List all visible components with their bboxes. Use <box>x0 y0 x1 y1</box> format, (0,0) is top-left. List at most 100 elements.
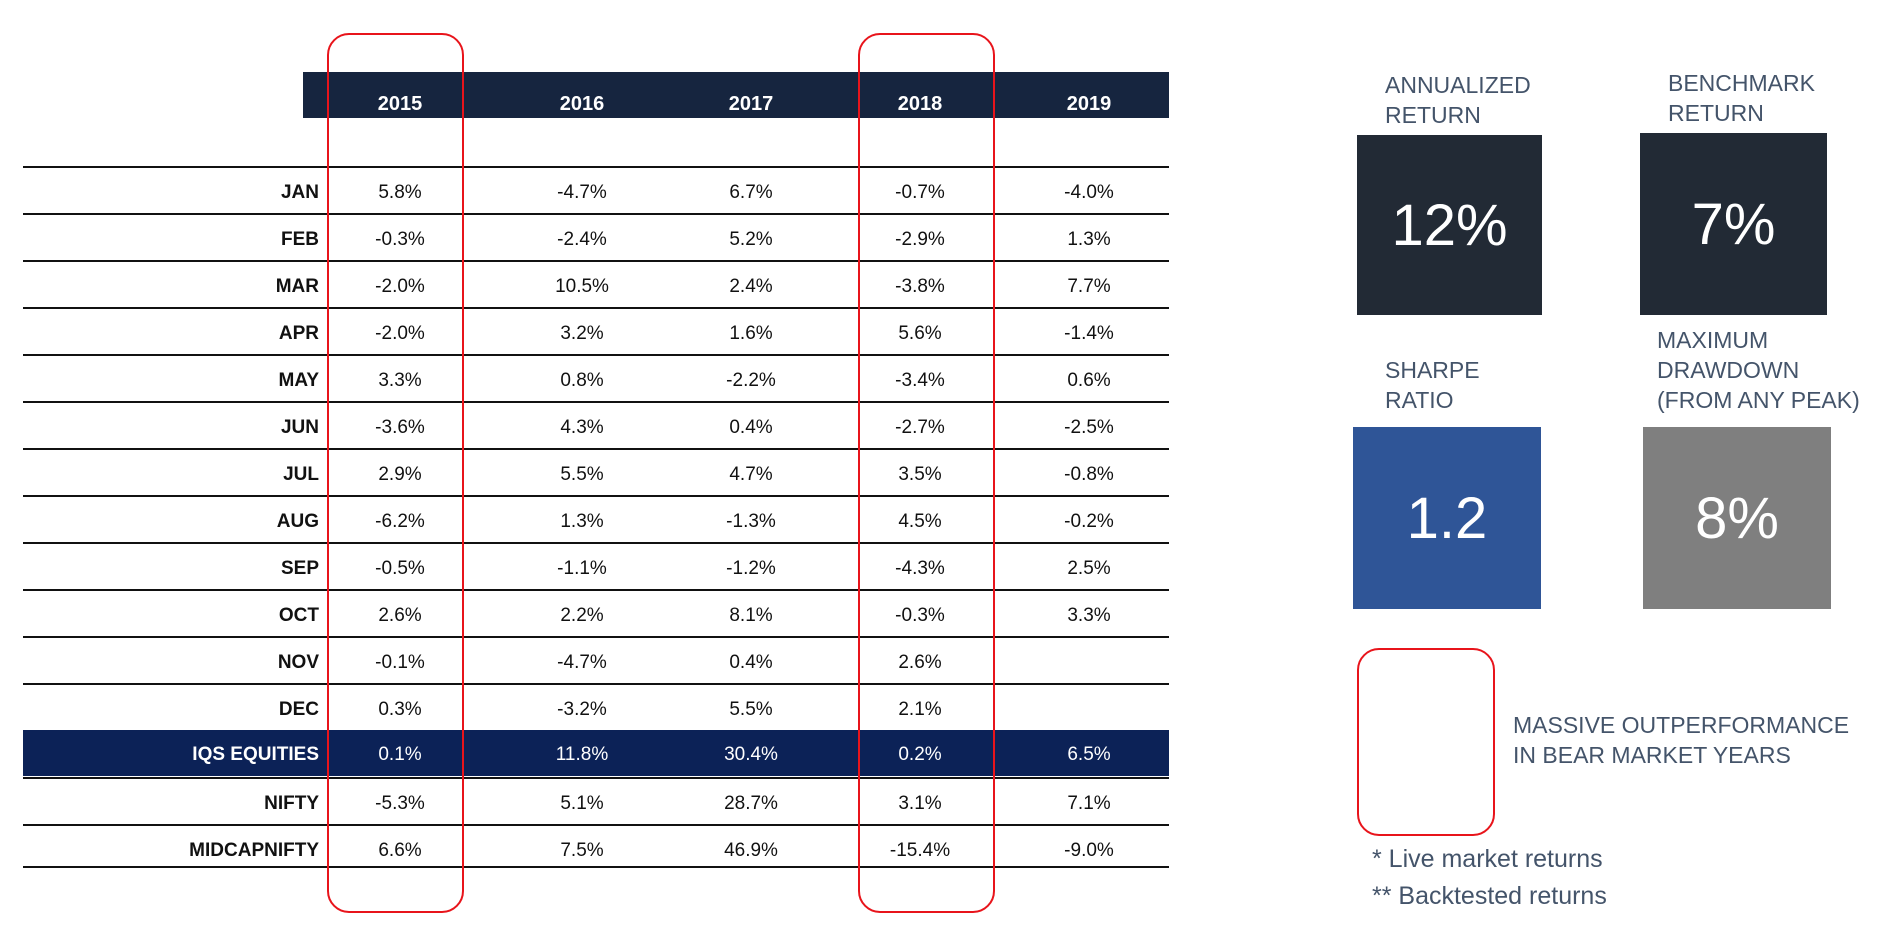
year-header-2017: 2017 <box>728 93 774 115</box>
cell-2019: 7.7% <box>1067 276 1111 297</box>
row-label: NIFTY <box>264 793 319 814</box>
row-label: JUN <box>280 417 319 438</box>
cell-2018: -0.7% <box>895 182 945 203</box>
cell-2017: -1.2% <box>726 558 776 579</box>
row-label: FEB <box>281 229 319 250</box>
cell-2017: 30.4% <box>724 744 778 765</box>
cell-2016: -1.1% <box>557 558 607 579</box>
row-label: AUG <box>276 511 319 532</box>
cell-2016: 7.5% <box>560 840 604 861</box>
cell-2017: 46.9% <box>724 840 778 861</box>
cell-2016: 5.5% <box>560 464 604 485</box>
cell-2016: 5.1% <box>560 793 604 814</box>
table-row: MAR -2.0% 10.5% 2.4% -3.8% 7.7% <box>23 260 1169 306</box>
cell-2019: 1.3% <box>1067 229 1111 250</box>
table-bottom-rule <box>23 866 1169 868</box>
benchmark-return-box: 7% <box>1640 133 1827 315</box>
table-row: MAY 3.3% 0.8% -2.2% -3.4% 0.6% <box>23 354 1169 400</box>
table-row: NOV -0.1% -4.7% 0.4% 2.6% <box>23 636 1169 682</box>
cell-2019: -0.8% <box>1064 464 1114 485</box>
annualized-return-label-line1: ANNUALIZED <box>1385 72 1531 98</box>
cell-2019: 2.5% <box>1067 558 1111 579</box>
table-row: DEC 0.3% -3.2% 5.5% 2.1% <box>23 683 1169 729</box>
row-label: OCT <box>278 605 319 626</box>
row-label: IQS EQUITIES <box>192 744 319 765</box>
year-header-2015: 2015 <box>377 93 423 115</box>
cell-2019: -2.5% <box>1064 417 1114 438</box>
backtested-returns-note: ** Backtested returns <box>1372 882 1607 910</box>
cell-2017: 5.2% <box>729 229 773 250</box>
highlight-column-2015 <box>327 33 464 913</box>
legend-text-line2: IN BEAR MARKET YEARS <box>1513 742 1791 768</box>
cell-2019: -1.4% <box>1064 323 1114 344</box>
row-label: SEP <box>280 558 319 579</box>
cell-2016: 10.5% <box>555 276 609 297</box>
cell-2018: 0.2% <box>898 744 942 765</box>
cell-2015: 0.1% <box>378 744 422 765</box>
sharpe-ratio-box: 1.2 <box>1353 427 1541 609</box>
cell-2016: 4.3% <box>560 417 604 438</box>
year-header-2018: 2018 <box>897 93 943 115</box>
table-row: JUN -3.6% 4.3% 0.4% -2.7% -2.5% <box>23 401 1169 447</box>
cell-2017: 0.4% <box>729 417 773 438</box>
cell-2019: -4.0% <box>1064 182 1114 203</box>
max-drawdown-label-line2: DRAWDOWN <box>1657 357 1800 383</box>
sharpe-ratio-label-line1: SHARPE <box>1385 357 1480 383</box>
benchmark-return-value: 7% <box>1691 191 1776 257</box>
max-drawdown-label-line1: MAXIMUM <box>1657 327 1769 353</box>
table-row: FEB -0.3% -2.4% 5.2% -2.9% 1.3% <box>23 213 1169 259</box>
cell-2018: 2.1% <box>898 699 942 720</box>
cell-2018: 2.6% <box>898 652 942 673</box>
highlight-column-2018 <box>858 33 995 913</box>
table-row: NIFTY -5.3% 5.1% 28.7% 3.1% 7.1% <box>23 777 1169 823</box>
cell-2019: 7.1% <box>1067 793 1111 814</box>
cell-2018: 4.5% <box>898 511 942 532</box>
cell-2019: 0.6% <box>1067 370 1111 391</box>
benchmark-return-label: BENCHMARK RETURN <box>1668 68 1815 128</box>
annualized-return-value: 12% <box>1391 192 1508 258</box>
legend-text-line1: MASSIVE OUTPERFORMANCE <box>1513 712 1850 738</box>
cell-2016: -2.4% <box>557 229 607 250</box>
table-row: JAN 5.8% -4.7% 6.7% -0.7% -4.0% <box>23 166 1169 212</box>
cell-2015: -0.3% <box>375 229 425 250</box>
cell-2016: -4.7% <box>557 182 607 203</box>
table-row-highlight: IQS EQUITIES 0.1% 11.8% 30.4% 0.2% 6.5% <box>23 730 1169 776</box>
row-label: JAN <box>280 182 319 203</box>
cell-2016: 11.8% <box>555 744 609 765</box>
cell-2018: -4.3% <box>895 558 945 579</box>
cell-2018: -2.7% <box>895 417 945 438</box>
benchmark-return-label-line1: BENCHMARK <box>1668 70 1815 96</box>
row-label: MAR <box>275 276 319 297</box>
cell-2016: 3.2% <box>560 323 604 344</box>
table-row: APR -2.0% 3.2% 1.6% 5.6% -1.4% <box>23 307 1169 353</box>
cell-2016: 0.8% <box>560 370 604 391</box>
cell-2015: 5.8% <box>378 182 422 203</box>
year-header-2019: 2019 <box>1066 93 1112 115</box>
cell-2015: 2.9% <box>378 464 422 485</box>
cell-2017: -1.3% <box>726 511 776 532</box>
cell-2019: 3.3% <box>1067 605 1111 626</box>
cell-2015: -0.5% <box>375 558 425 579</box>
cell-2018: 3.1% <box>898 793 942 814</box>
row-label: MIDCAPNIFTY <box>189 840 319 861</box>
table-row: JUL 2.9% 5.5% 4.7% 3.5% -0.8% <box>23 448 1169 494</box>
cell-2017: 28.7% <box>724 793 778 814</box>
cell-2016: -4.7% <box>557 652 607 673</box>
cell-2015: -2.0% <box>375 323 425 344</box>
cell-2019: 6.5% <box>1067 744 1111 765</box>
cell-2015: 2.6% <box>378 605 422 626</box>
cell-2018: -3.4% <box>895 370 945 391</box>
sharpe-ratio-value: 1.2 <box>1406 485 1488 551</box>
max-drawdown-label-line3: (FROM ANY PEAK) <box>1657 387 1860 413</box>
table-row: AUG -6.2% 1.3% -1.3% 4.5% -0.2% <box>23 495 1169 541</box>
row-label: MAY <box>278 370 319 391</box>
year-header-2016: 2016 <box>559 93 605 115</box>
cell-2018: -0.3% <box>895 605 945 626</box>
cell-2017: 6.7% <box>729 182 773 203</box>
annualized-return-label: ANNUALIZED RETURN <box>1385 70 1531 130</box>
cell-2015: -3.6% <box>375 417 425 438</box>
row-label: NOV <box>277 652 319 673</box>
cell-2016: 1.3% <box>560 511 604 532</box>
cell-2017: 8.1% <box>729 605 773 626</box>
cell-2017: -2.2% <box>726 370 776 391</box>
